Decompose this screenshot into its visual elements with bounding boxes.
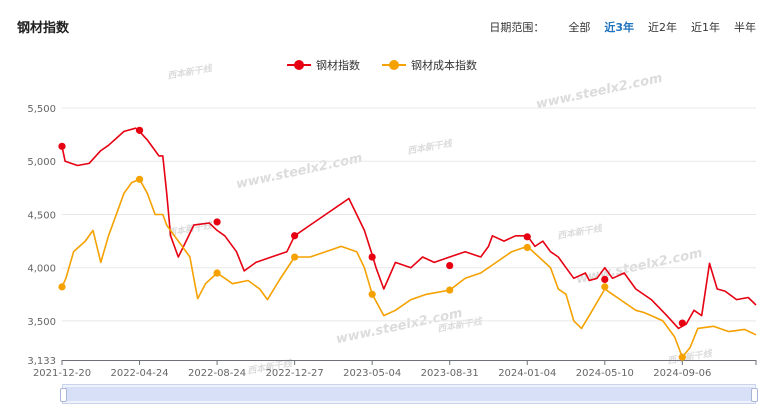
data-point-cost-index[interactable]	[58, 283, 66, 291]
series-line-cost-index	[61, 178, 757, 358]
x-tick-label: 2023-08-31	[421, 368, 479, 379]
data-zoom-handle-left[interactable]	[60, 388, 67, 402]
watermark-url: www.steelx2.com	[535, 71, 664, 112]
watermark-url: www.steelx2.com	[235, 151, 364, 192]
x-tick-label: 2022-04-24	[110, 368, 168, 379]
data-point-cost-index[interactable]	[601, 283, 609, 291]
data-point-steel-index[interactable]	[213, 218, 221, 226]
data-point-cost-index[interactable]	[523, 243, 531, 252]
y-tick-label: 5,500	[27, 104, 56, 115]
x-tick-label: 2022-08-24	[188, 368, 246, 379]
x-tick-label: 2021-12-20	[33, 368, 91, 379]
data-point-steel-index[interactable]	[446, 261, 454, 270]
y-tick-label: 5,000	[27, 157, 56, 168]
watermark-brand: 西本新干线	[166, 63, 213, 82]
y-tick-label: 4,000	[27, 264, 56, 275]
data-point-steel-index[interactable]	[58, 142, 66, 150]
chart-legend: 钢材指数 钢材成本指数	[0, 57, 764, 73]
range-option-6m[interactable]: 半年	[734, 21, 756, 34]
range-option-all[interactable]: 全部	[568, 21, 591, 34]
legend-item-steel-index[interactable]: 钢材指数	[287, 57, 360, 73]
x-axis: 2021-12-20 2022-04-24 2022-08-24 2022-12-27…	[33, 360, 757, 379]
data-point-cost-index[interactable]	[213, 269, 221, 277]
grid-lines	[62, 107, 756, 322]
data-point-steel-index[interactable]	[523, 233, 531, 241]
y-axis: 5,500 5,000 4,500 4,000 3,500 3,133	[27, 104, 56, 367]
watermark-brand: 西本新干线	[556, 223, 603, 242]
watermark-url: www.steelx2.com	[575, 246, 704, 287]
date-range-label: 日期范围：	[489, 21, 545, 34]
data-point-cost-index[interactable]	[135, 175, 144, 183]
page-title: 钢材指数	[17, 21, 70, 36]
x-tick-label: 2024-05-10	[576, 368, 634, 379]
x-tick-label: 2023-05-04	[343, 368, 401, 379]
data-point-steel-index[interactable]	[135, 126, 144, 134]
legend-item-cost-index[interactable]: 钢材成本指数	[382, 57, 477, 73]
data-point-cost-index[interactable]	[291, 253, 299, 261]
data-point-steel-index[interactable]	[678, 319, 686, 327]
data-zoom-window[interactable]	[65, 387, 753, 401]
x-tick-label: 2022-12-27	[266, 368, 324, 379]
data-point-steel-index[interactable]	[368, 253, 376, 261]
legend-label-steel-index: 钢材指数	[316, 59, 360, 72]
legend-label-cost-index: 钢材成本指数	[411, 59, 477, 72]
y-tick-label: 3,500	[27, 317, 56, 328]
data-point-cost-index[interactable]	[446, 286, 454, 294]
data-zoom-handle-right[interactable]	[751, 388, 758, 402]
range-option-3y[interactable]: 近3年	[604, 21, 634, 34]
watermark-brand: 西本新干线	[666, 348, 713, 367]
data-point-cost-index[interactable]	[678, 353, 686, 361]
y-tick-label: 4,500	[27, 210, 56, 221]
x-tick-label: 2024-01-04	[498, 368, 556, 379]
legend-swatch-red	[287, 60, 311, 70]
watermark-brand: 西本新干线	[406, 138, 453, 157]
range-option-1y[interactable]: 近1年	[691, 21, 720, 34]
watermark-layer: www.steelx2.com www.steelx2.com www.steelx…	[166, 63, 713, 377]
data-zoom-slider[interactable]	[60, 384, 758, 404]
y-tick-label: 3,133	[27, 356, 56, 367]
data-point-cost-index[interactable]	[368, 290, 376, 298]
x-tick-label: 2024-09-06	[653, 368, 711, 379]
legend-swatch-orange	[382, 60, 406, 70]
data-point-steel-index[interactable]	[601, 275, 609, 284]
data-point-steel-index[interactable]	[291, 232, 299, 240]
series-layer	[58, 126, 757, 361]
date-range-selector: 日期范围： 全部 近3年 近2年 近1年 半年	[489, 19, 756, 35]
series-line-steel-index	[61, 127, 757, 330]
range-option-2y[interactable]: 近2年	[648, 21, 677, 34]
